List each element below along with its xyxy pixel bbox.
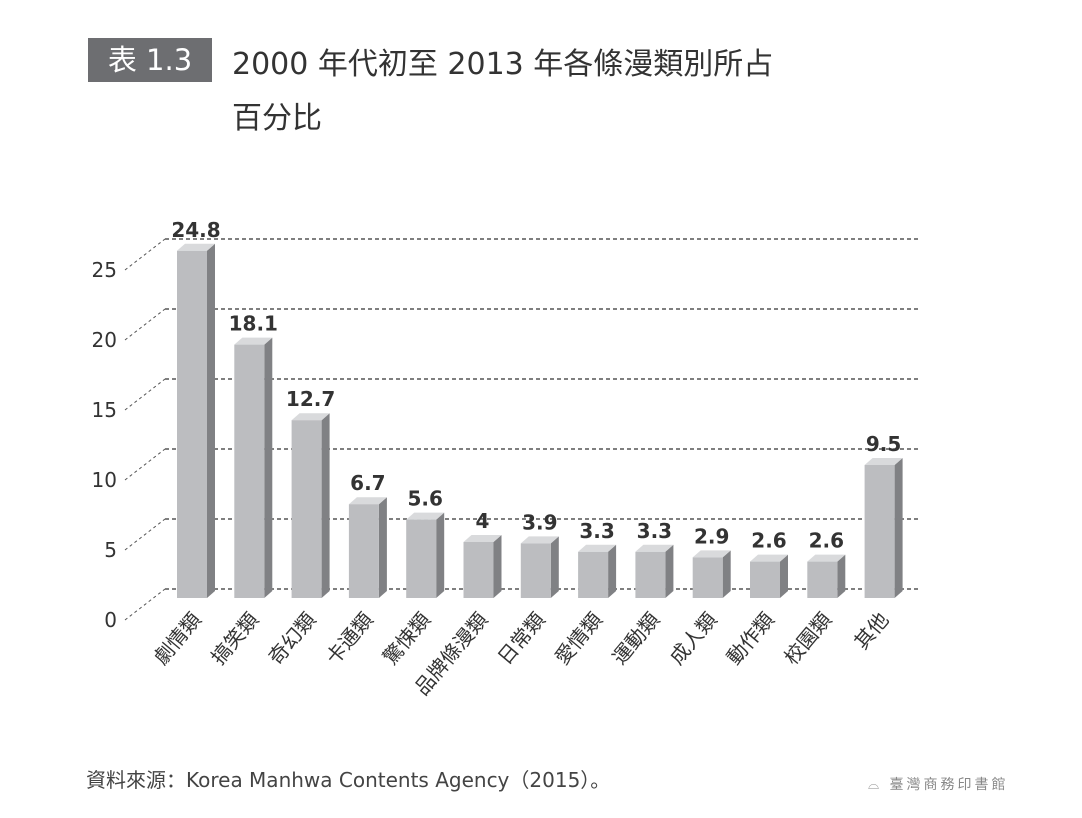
bar-side <box>264 337 273 598</box>
bar-top <box>807 554 846 562</box>
x-tick-label: 日常類 <box>493 608 550 669</box>
gridline-diagonal <box>124 448 166 481</box>
x-tick-label: 卡通類 <box>321 608 378 669</box>
bar-top <box>635 544 674 552</box>
bar <box>807 561 838 598</box>
data-label: 3.9 <box>522 510 557 534</box>
x-tick-label: 奇幻類 <box>263 608 320 669</box>
bar <box>578 551 609 598</box>
data-label: 2.6 <box>809 529 844 553</box>
x-tick-label: 驚悚類 <box>378 608 435 669</box>
bar-side <box>665 544 674 598</box>
bar <box>520 543 551 598</box>
bar <box>177 250 207 599</box>
data-label: 9.5 <box>866 432 901 456</box>
chart-title-line1: 2000 年代初至 2013 年各條漫類別所占 <box>232 47 774 82</box>
data-label: 5.6 <box>407 487 442 511</box>
y-tick-label: 0 <box>104 608 117 632</box>
data-label: 18.1 <box>229 312 278 336</box>
data-label: 6.7 <box>350 471 385 495</box>
gridline-diagonal <box>124 378 166 411</box>
x-tick-label: 其他 <box>849 608 893 654</box>
data-label: 24.8 <box>171 218 220 242</box>
data-label: 4 <box>476 509 490 533</box>
bar-top <box>177 243 215 251</box>
bar-top <box>291 413 330 421</box>
bar-top <box>234 337 273 345</box>
bar-top <box>348 497 387 505</box>
x-tick-label: 校園類 <box>779 608 836 669</box>
bar-side <box>550 536 559 598</box>
x-tick-label: 劇情類 <box>149 608 206 669</box>
chart-title-line2: 百分比 <box>232 101 322 136</box>
bar-side <box>436 512 445 598</box>
y-tick-label: 20 <box>92 328 117 352</box>
bar <box>692 557 723 598</box>
bar-side <box>493 535 502 598</box>
bar-side <box>608 544 617 598</box>
bar <box>750 561 780 598</box>
data-label: 2.9 <box>694 524 729 548</box>
bar-top <box>463 535 502 542</box>
data-label: 12.7 <box>286 387 335 411</box>
gridline-diagonal <box>124 588 166 621</box>
x-tick-label: 搞笑類 <box>206 608 263 669</box>
bar <box>406 519 437 598</box>
y-tick-label: 15 <box>92 398 117 422</box>
publisher-logo: ⌓ 臺灣商務印書館 <box>868 777 1009 793</box>
bar <box>291 420 322 598</box>
bar <box>463 542 494 598</box>
bar-side <box>780 554 788 598</box>
chart-title: 2000 年代初至 2013 年各條漫類別所占 百分比 <box>232 38 932 146</box>
gridline-diagonal <box>124 518 166 551</box>
data-label: 2.6 <box>751 529 786 553</box>
x-tick-label: 動作類 <box>722 608 779 669</box>
y-tick-label: 5 <box>104 538 117 562</box>
bar-side <box>207 243 215 599</box>
bar-top <box>578 544 617 552</box>
bar-top <box>520 536 559 544</box>
gridline-diagonal <box>124 238 166 271</box>
data-label: 3.3 <box>637 519 672 543</box>
publisher-logo-text: 臺灣商務印書館 <box>889 777 1009 793</box>
bar-side <box>378 497 387 598</box>
bar-top <box>750 554 788 562</box>
source-note: 資料來源：Korea Manhwa Contents Agency（2015）。 <box>86 768 611 792</box>
bar <box>635 551 666 598</box>
bar-top <box>864 458 903 465</box>
x-tick-label: 愛情類 <box>550 608 607 669</box>
x-tick-label: 運動類 <box>607 608 664 669</box>
bar <box>348 504 379 598</box>
bar-top <box>406 512 445 520</box>
bar-side <box>894 458 903 598</box>
y-tick-label: 10 <box>92 468 117 492</box>
bar-side <box>722 550 731 598</box>
bar <box>864 465 895 598</box>
bar-top <box>692 550 731 558</box>
bar-side <box>321 413 330 598</box>
x-tick-label: 成人類 <box>665 608 722 669</box>
bar-side <box>837 554 846 598</box>
y-tick-label: 25 <box>92 258 117 282</box>
data-label: 3.3 <box>579 519 614 543</box>
table-number-badge: 表 1.3 <box>88 38 212 82</box>
gridline-diagonal <box>124 308 166 341</box>
bar <box>234 344 265 598</box>
